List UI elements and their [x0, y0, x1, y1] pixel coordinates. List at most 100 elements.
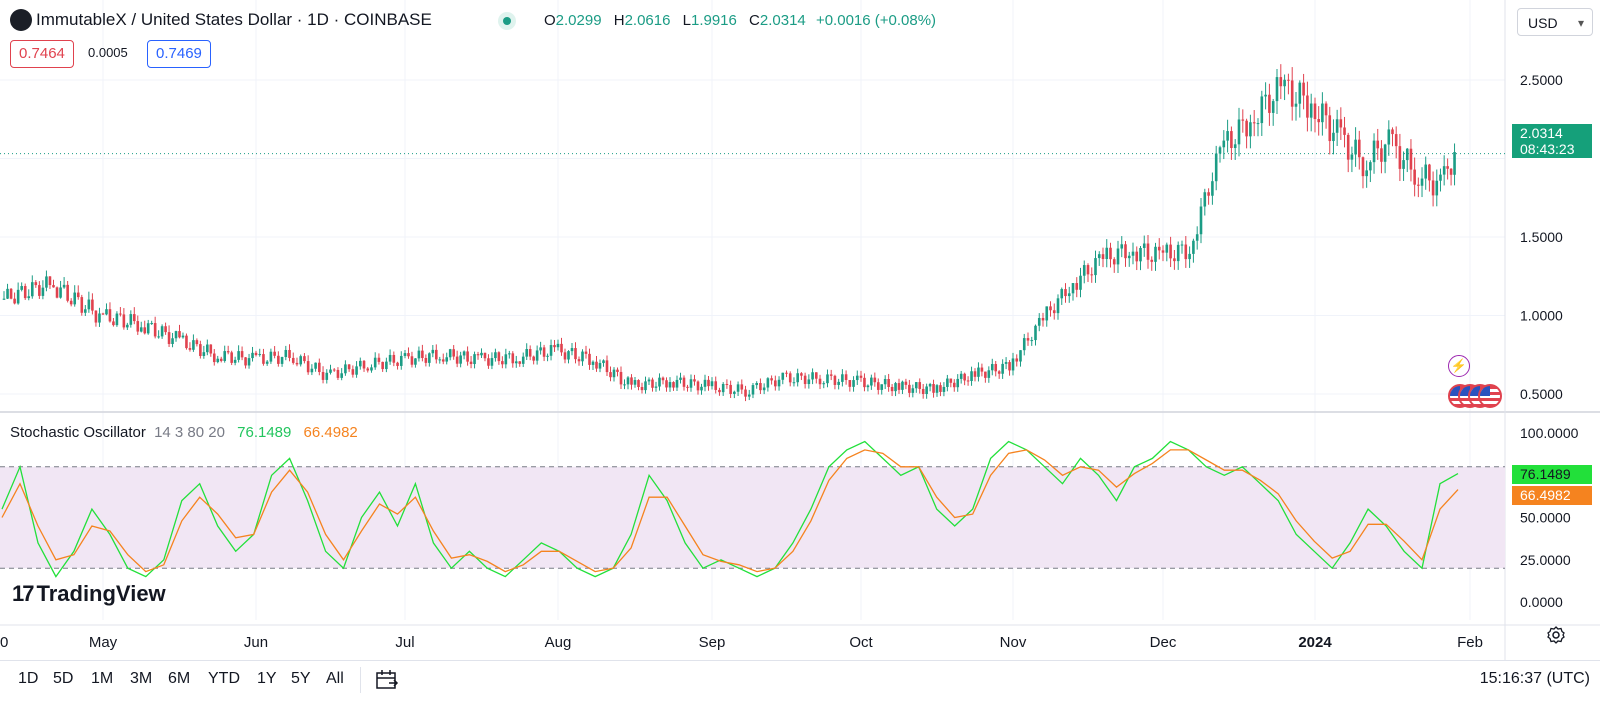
- candle-body: [946, 378, 949, 387]
- candle-body: [829, 374, 833, 376]
- candle-body: [542, 347, 546, 357]
- oscillator-axis-label: 100.0000: [1520, 425, 1579, 441]
- candle-body: [469, 361, 473, 365]
- settings-gear-icon[interactable]: [1546, 625, 1566, 645]
- calendar-goto-date-icon[interactable]: [375, 669, 399, 691]
- range-1y-button[interactable]: 1Y: [257, 670, 277, 687]
- candle-body: [1283, 79, 1286, 87]
- time-axis-label: Aug: [545, 634, 572, 651]
- range-all-button[interactable]: All: [326, 670, 344, 687]
- candle-body: [139, 327, 143, 332]
- candle-body: [185, 335, 188, 349]
- chart-canvas[interactable]: 2.5000 1.5000 1.0000 0.5000 100.0000 50.0000 2…: [0, 0, 1600, 660]
- candle-body: [1056, 298, 1060, 314]
- candle-body: [240, 351, 244, 358]
- range-3m-button[interactable]: 3M: [130, 670, 153, 687]
- candle-body: [306, 361, 310, 373]
- candle-body: [399, 355, 403, 366]
- stoch-band-fill: [0, 466, 1505, 569]
- candle-body: [560, 343, 563, 353]
- candle-body: [811, 372, 814, 380]
- bottom-toolbar: 1D 5D 1M 3M 6M YTD 1Y 5Y All 15:16:37 (U…: [0, 660, 1600, 702]
- candle-body: [595, 361, 598, 369]
- candle-body: [87, 299, 91, 310]
- candle-body: [1082, 265, 1086, 276]
- candle-body: [55, 287, 59, 298]
- candle-body: [1001, 363, 1004, 374]
- candle-body: [644, 381, 647, 391]
- time-axis-label: Feb: [1457, 634, 1483, 651]
- candle-body: [630, 377, 633, 385]
- candle-body: [362, 360, 366, 369]
- candle-body: [483, 352, 487, 359]
- candle-body: [62, 284, 66, 288]
- candle-body: [949, 378, 953, 383]
- candle-body: [119, 313, 122, 315]
- candle-body: [1192, 240, 1195, 254]
- candle-body: [661, 377, 665, 381]
- range-5y-button[interactable]: 5Y: [291, 670, 311, 687]
- candle-body: [570, 348, 574, 352]
- candle-body: [623, 384, 626, 386]
- candle-body: [1139, 247, 1142, 262]
- candle-body: [181, 335, 185, 338]
- symbol-title[interactable]: ImmutableX / United States Dollar · 1D ·…: [36, 10, 432, 29]
- candle-body: [703, 379, 707, 387]
- candle-body: [1306, 95, 1309, 118]
- candle-body: [27, 296, 31, 299]
- candle-body: [347, 364, 351, 370]
- candle-body: [318, 362, 321, 373]
- candle-body: [514, 361, 518, 364]
- candle-body: [818, 378, 822, 385]
- candle-body: [385, 361, 388, 370]
- immutablex-logo-icon: [10, 9, 32, 31]
- candle-body: [122, 314, 126, 328]
- currency-select[interactable]: USD: [1517, 8, 1593, 37]
- candle-body: [1271, 101, 1275, 113]
- economic-events-icon[interactable]: [1448, 384, 1504, 410]
- range-ytd-button[interactable]: YTD: [208, 670, 240, 687]
- flash-event-icon[interactable]: ⚡: [1448, 355, 1470, 377]
- candle-body: [1241, 119, 1245, 121]
- candle-body: [1249, 122, 1252, 137]
- range-6m-button[interactable]: 6M: [168, 670, 191, 687]
- candle-body: [59, 287, 62, 298]
- range-1m-button[interactable]: 1M: [91, 670, 114, 687]
- candle-body: [553, 345, 556, 348]
- buy-button[interactable]: 0.7469: [147, 40, 211, 68]
- candle-body: [284, 349, 288, 358]
- candle-body: [452, 349, 455, 357]
- candle-body: [377, 357, 381, 362]
- candle-body: [1431, 180, 1435, 196]
- candle-body: [226, 351, 230, 353]
- candle-body: [581, 351, 584, 362]
- candle-body: [1184, 244, 1188, 260]
- candle-body: [1290, 80, 1294, 107]
- candle-body: [755, 383, 758, 386]
- candle-body: [23, 286, 27, 299]
- candle-body: [1026, 338, 1030, 341]
- candle-body: [859, 375, 863, 378]
- sell-button[interactable]: 0.7464: [10, 40, 74, 68]
- candle-body: [424, 357, 428, 363]
- candle-body: [1339, 119, 1343, 128]
- candle-body: [866, 385, 870, 388]
- range-5d-button[interactable]: 5D: [53, 670, 74, 687]
- candle-body: [1321, 103, 1324, 123]
- candle-body: [202, 352, 206, 356]
- stoch-k-value: 76.1489: [237, 424, 292, 441]
- candle-body: [13, 298, 16, 304]
- candle-body: [199, 344, 202, 356]
- range-1d-button[interactable]: 1D: [18, 670, 39, 687]
- tradingview-logo[interactable]: 17 TradingView: [12, 581, 166, 607]
- utc-clock[interactable]: 15:16:37 (UTC): [1479, 670, 1590, 687]
- indicator-legend[interactable]: Stochastic Oscillator 14 3 80 20 76.1489…: [10, 424, 358, 441]
- ohlc-high-key: H: [613, 12, 625, 29]
- candle-body: [143, 327, 147, 334]
- candle-body: [987, 370, 991, 378]
- indicator-params: 14 3 80 20: [154, 424, 225, 441]
- market-open-status-icon[interactable]: [498, 12, 516, 30]
- candle-body: [288, 349, 291, 358]
- candle-body: [1442, 166, 1446, 175]
- candle-body: [1049, 306, 1052, 311]
